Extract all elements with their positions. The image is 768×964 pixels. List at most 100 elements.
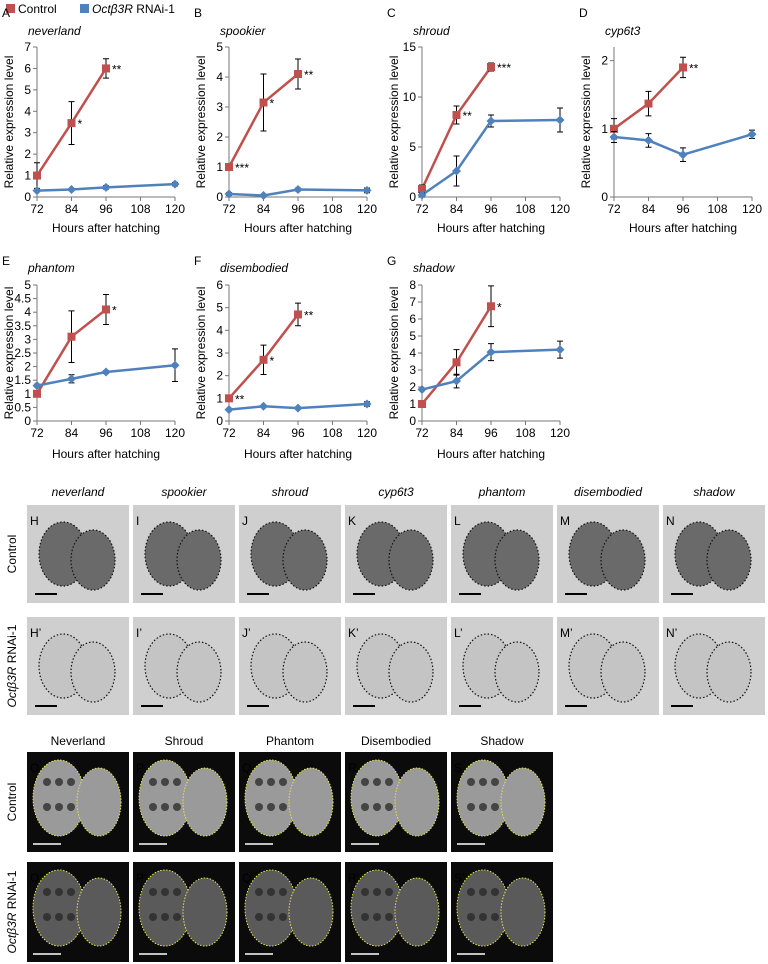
nucleus [385,803,393,811]
nucleus [467,778,475,786]
x-tick-label: 84 [65,202,79,216]
image-panel: M [557,505,659,603]
panel-letter: H’ [30,626,41,640]
y-tick-label: 3.5 [14,319,31,333]
gland [388,529,434,591]
x-axis-label: Hours after hatching [52,447,160,461]
nucleus [479,803,487,811]
nucleus [43,803,51,811]
marker [259,98,268,107]
nucleus [255,913,263,921]
x-axis-label: Hours after hatching [244,221,352,235]
y-axis-label: Relative expression level [387,287,401,420]
label-italic: Octβ3R [5,912,19,953]
x-tick-label: 120 [550,202,570,216]
significance: ** [235,392,245,406]
panel-letter: R [348,761,357,775]
y-tick-label: 1 [601,122,608,136]
panel-letter: R’ [348,871,359,885]
column-title: disembodied [574,485,642,499]
panel-letter: O [30,761,39,775]
chart-title: spookier [220,24,266,38]
y-tick-label: 5 [409,140,416,154]
legend-label: Control [18,2,57,16]
x-tick-label: 120 [165,426,185,440]
image-panel: O’ [27,862,129,962]
y-axis-label: Relative expression level [194,287,208,420]
nucleus [43,778,51,786]
image-panel: Q’ [239,862,341,962]
nucleus [279,778,287,786]
y-tick-label: 5 [216,301,223,315]
marker [67,185,76,194]
nucleus [267,778,275,786]
x-tick-label: 96 [676,202,690,216]
series-line [228,402,368,411]
nucleus [161,778,169,786]
panel-letter: P [136,761,144,775]
gland [494,529,540,591]
panel-letter: L’ [454,626,463,640]
column-title: Phantom [266,734,314,748]
y-tick-label: 1 [24,169,31,183]
nucleus [373,888,381,896]
x-tick-label: 120 [165,202,185,216]
legend-swatch [80,4,89,13]
image-panel: P’ [133,862,235,962]
marker [293,403,303,413]
y-tick-label: 3 [409,363,416,377]
significance: ** [112,62,122,76]
y-tick-label: 1.5 [14,373,31,387]
row-label: Octβ3R RNAi-1 [5,870,19,953]
image-panel: K’ [345,617,447,715]
panel-letter: P’ [136,871,147,885]
label-text: Control [5,535,19,574]
image-panel: M’ [557,617,659,715]
nucleus [491,778,499,786]
gland [706,641,752,703]
label-italic: Octβ3R [5,666,19,707]
marker [294,70,302,78]
x-tick-label: 72 [222,202,236,216]
marker [293,185,303,194]
y-tick-label: 1 [216,160,223,174]
panel-letter: J [242,514,248,528]
nucleus [149,913,157,921]
significance: *** [235,161,249,175]
panel-letter: H [30,514,39,528]
y-tick-label: 0 [216,190,223,204]
marker [67,119,76,128]
significance: ** [689,61,699,75]
x-tick-label: 96 [484,426,498,440]
y-tick-label: 4 [216,323,223,337]
x-tick-label: 84 [450,202,464,216]
nucleus [255,803,263,811]
marker [225,394,233,403]
nucleus [67,803,75,811]
marker [170,360,180,370]
marker [417,190,427,200]
series-line [613,133,753,157]
marker [487,63,495,71]
x-tick-label: 108 [322,426,342,440]
series-line [36,363,176,387]
x-tick-label: 120 [742,202,762,216]
panel-letter: N’ [666,626,677,640]
y-tick-label: 3 [216,100,223,114]
gland [288,767,334,837]
y-tick-label: 4 [409,346,416,360]
nucleus [55,888,63,896]
x-axis-label: Hours after hatching [437,221,545,235]
nucleus [467,803,475,811]
image-panel: R’ [345,862,447,962]
chart-title: neverland [28,24,81,38]
column-title: shadow [693,485,736,499]
significance: ** [304,308,314,322]
significance: * [270,354,275,368]
nucleus [149,888,157,896]
marker [486,347,496,357]
gland [500,877,546,947]
panel-letter: K [348,514,356,528]
column-title: phantom [478,485,526,499]
